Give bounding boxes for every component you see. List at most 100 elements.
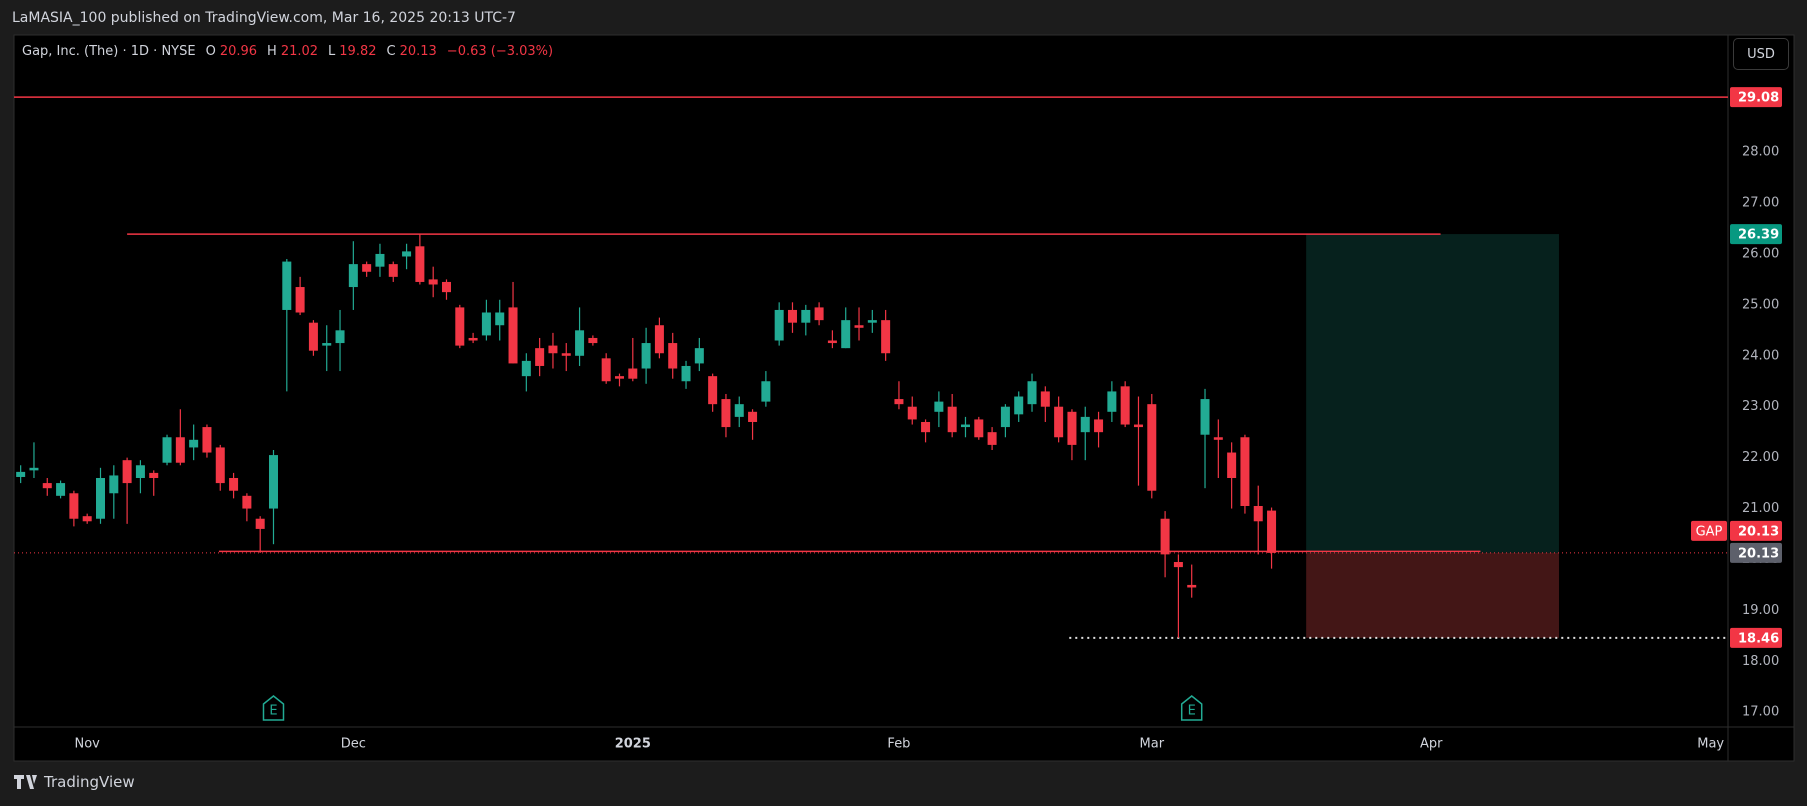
entry-price-label-box <box>1730 542 1782 563</box>
candle-body <box>42 483 52 489</box>
candle-body <box>921 421 931 433</box>
candle-body <box>1267 510 1277 553</box>
candle-body <box>1240 437 1250 507</box>
candle-body <box>1187 584 1197 588</box>
y-tick-label: 22.00 <box>1742 450 1779 465</box>
ohlc-value: 20.13 <box>399 44 437 59</box>
candle-body <box>601 358 611 382</box>
candle-body <box>468 337 478 341</box>
candle-body <box>907 406 917 420</box>
candle-body <box>934 401 944 412</box>
candle-body <box>16 471 26 477</box>
candle-body <box>1160 518 1170 555</box>
candle-body <box>748 411 758 422</box>
level-price-label: 29.08 <box>1738 91 1779 106</box>
candle-body <box>521 360 531 377</box>
candle-body <box>614 376 624 379</box>
candle-body <box>255 518 265 529</box>
candle-body <box>681 365 691 382</box>
stop-price-label-box <box>1730 627 1782 648</box>
currency-button[interactable]: USD <box>1733 38 1789 70</box>
candle-body <box>974 419 984 438</box>
y-tick-label: 21.00 <box>1742 501 1779 516</box>
candle-body <box>1027 381 1037 405</box>
candle-body <box>95 477 105 519</box>
candle-body <box>708 376 718 405</box>
candle-body <box>1067 411 1077 445</box>
target-zone <box>1306 234 1559 553</box>
candle-body <box>761 381 771 402</box>
target-price-label: 26.39 <box>1738 228 1779 243</box>
candle-body <box>1133 424 1143 428</box>
candle-body <box>694 348 704 364</box>
candle-body <box>1227 452 1237 478</box>
symbol-tag-box <box>1691 520 1727 541</box>
candle-body <box>348 264 358 288</box>
target-price-label-box <box>1730 224 1782 245</box>
candle-body <box>947 406 957 433</box>
candle-body <box>388 264 398 277</box>
candle-body <box>1094 419 1104 433</box>
x-tick-label: 2025 <box>615 737 651 752</box>
event-label: E <box>1188 704 1196 719</box>
candle-body <box>229 477 239 491</box>
ohlc-value: 21.02 <box>280 44 319 59</box>
candle-body <box>987 432 997 445</box>
candle-body <box>202 427 212 453</box>
candle-body <box>654 325 664 354</box>
footer: TradingView <box>14 773 135 791</box>
candle-body <box>375 253 385 267</box>
candle-body <box>428 279 438 285</box>
candle-body <box>881 320 891 354</box>
ohlc-key: C <box>386 44 396 59</box>
y-tick-label: 27.00 <box>1742 196 1779 211</box>
y-tick-label: 23.00 <box>1742 399 1779 414</box>
candle-body <box>189 439 199 448</box>
candle-body <box>322 343 332 346</box>
candle-body <box>588 337 598 344</box>
candle-body <box>282 261 292 310</box>
candle-body <box>362 264 372 272</box>
candle-body <box>734 404 744 417</box>
candle-body <box>960 424 970 428</box>
candle-body <box>787 309 797 323</box>
change: −0.63 (−3.03%) <box>446 44 554 59</box>
candle-body <box>495 312 505 326</box>
candle-body <box>1107 391 1117 412</box>
stop-zone <box>1306 552 1559 638</box>
ohlc-value: 19.82 <box>339 44 377 59</box>
candle-body <box>641 343 651 369</box>
candle-body <box>268 455 278 509</box>
candle-body <box>894 399 904 405</box>
candle-body <box>162 437 172 463</box>
candle-body <box>721 399 731 428</box>
event-marker <box>1180 695 1203 721</box>
candle-body <box>455 307 465 346</box>
candle-body <box>548 345 558 354</box>
entry-price-label: 20.13 <box>1738 546 1779 561</box>
candle-body <box>295 287 305 313</box>
candle-body <box>814 307 824 321</box>
y-tick-label: 18.00 <box>1742 654 1779 669</box>
candle-body <box>1200 399 1210 435</box>
brand-logo <box>14 775 37 789</box>
candle-body <box>481 312 491 336</box>
ohlc-key: H <box>267 44 277 59</box>
candle-body <box>841 320 851 349</box>
ohlc-key: O <box>205 44 216 59</box>
candle-body <box>827 340 837 344</box>
candle-body <box>575 330 585 356</box>
candle-body <box>109 475 119 494</box>
candle-body <box>82 516 92 522</box>
x-tick-label: May <box>1697 737 1724 752</box>
candle-body <box>175 437 185 463</box>
candle-body <box>1054 406 1064 438</box>
x-tick-label: Feb <box>887 737 910 752</box>
ohlc-value: 20.96 <box>219 44 258 59</box>
candle-body <box>69 493 79 519</box>
candle-body <box>628 368 638 379</box>
symbol-tag: GAP <box>1696 524 1723 539</box>
candle-body <box>774 309 784 341</box>
candle-body <box>1173 562 1183 568</box>
